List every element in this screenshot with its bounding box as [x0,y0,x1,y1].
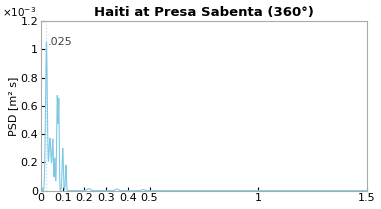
Text: $\times 10^{-3}$: $\times 10^{-3}$ [2,6,36,19]
Text: .025: .025 [48,37,72,47]
Title: Haiti at Presa Sabenta (360°): Haiti at Presa Sabenta (360°) [94,6,314,19]
Y-axis label: PSD [m² s]: PSD [m² s] [8,76,18,136]
